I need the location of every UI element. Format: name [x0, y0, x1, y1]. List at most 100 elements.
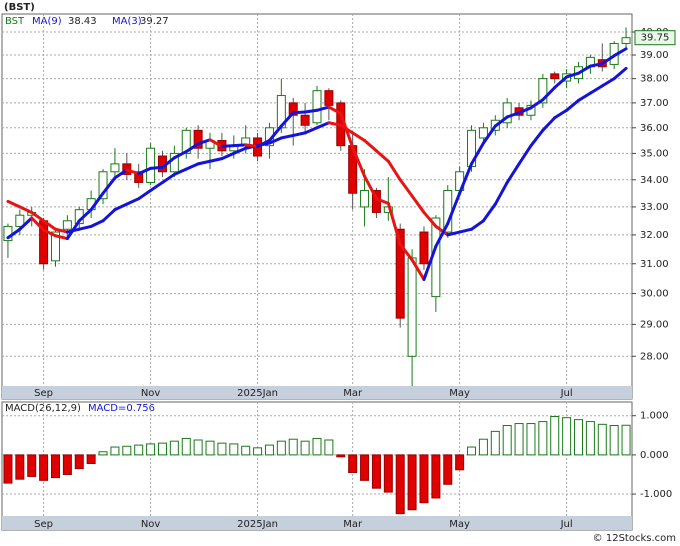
macd-bar [157, 442, 167, 456]
macd-bar [264, 444, 274, 456]
ma-segment [267, 124, 283, 143]
ma-segment [351, 131, 367, 143]
ma-segment [339, 112, 355, 149]
y-tick-label: 30.00 [640, 289, 669, 300]
macd-bar [229, 443, 239, 456]
x-tick-label: Mar [343, 388, 363, 399]
candle-body [538, 78, 548, 104]
macd-bar [336, 454, 346, 458]
ma-segment [363, 139, 378, 153]
ma-segment [6, 227, 22, 240]
ma-segment [77, 208, 93, 223]
price-date-band [2, 386, 632, 399]
ma-segment [232, 143, 248, 148]
legend-symbol: BST [5, 16, 25, 27]
ma-segment [577, 91, 592, 102]
candle-body [502, 102, 512, 124]
ma-segment [422, 244, 438, 281]
candle-body [62, 220, 72, 230]
ma-segment [565, 71, 581, 79]
candle-body [395, 228, 405, 319]
candle-body [134, 171, 144, 183]
legend-ma9-value: 38.43 [68, 16, 97, 27]
ma-segment [517, 144, 533, 166]
ma-segment [303, 108, 319, 114]
ma-segment [30, 216, 46, 232]
ma-segment [458, 162, 474, 195]
macd-bar [241, 445, 251, 456]
x-tick-label: Sep [34, 519, 53, 530]
ma-segment [470, 219, 485, 231]
ma-segment [18, 216, 34, 231]
x-tick-label: 2025Jan [237, 519, 278, 530]
macd-bar [181, 437, 191, 456]
candle-body [288, 102, 298, 116]
x-tick-label: Jul [560, 519, 573, 530]
ma-segment [244, 143, 260, 148]
ma-segment [363, 174, 378, 201]
ma-segment [184, 142, 200, 154]
ma-segment [529, 128, 545, 148]
ma-segment [6, 199, 22, 209]
macd-bar [550, 415, 560, 456]
y-tick-label: 34.00 [640, 175, 669, 186]
ma-segment [315, 121, 331, 130]
ma-segment [386, 159, 402, 182]
ma-segment [65, 219, 81, 241]
ma-segment [291, 110, 307, 115]
price-tag-label: 39.75 [641, 33, 670, 44]
macd-bar [276, 440, 286, 456]
macd-bar [597, 423, 607, 456]
ma-segment [493, 115, 509, 128]
ma-segment [386, 201, 402, 246]
ma-segment [196, 159, 212, 166]
ma-segment [517, 106, 533, 115]
ma-segment [434, 222, 450, 248]
y-tick-label: 35.00 [640, 148, 669, 159]
y-tick-label: 33.00 [640, 202, 669, 213]
ma-segment [137, 166, 153, 176]
macd-bar [348, 454, 358, 474]
ma-segment [398, 178, 414, 198]
ma-segment [541, 116, 557, 132]
macd-bar [514, 423, 524, 456]
candle-body [621, 37, 631, 44]
y-tick-label: 39.00 [640, 50, 669, 61]
x-tick-label: Nov [141, 388, 161, 399]
ma-segment [149, 180, 164, 193]
macd-bar [609, 425, 619, 456]
y-tick-label: 31.00 [640, 259, 669, 270]
macd-bar [110, 446, 120, 456]
ma-segment [101, 176, 117, 195]
ma-segment [458, 227, 474, 234]
macd-bar [134, 444, 144, 456]
x-tick-label: Mar [343, 519, 363, 530]
ma-segment [125, 197, 141, 206]
price-tag [634, 30, 676, 46]
macd-bar [455, 454, 465, 471]
y-tick-label: 0.000 [640, 450, 669, 461]
ma-segment [256, 139, 271, 148]
macd-bar [193, 439, 203, 456]
ma-segment [279, 111, 295, 128]
ma-segment [541, 86, 557, 102]
ma-segment [220, 144, 236, 148]
ma-segment [160, 156, 176, 169]
ma-segment [208, 138, 224, 148]
candle-body [324, 90, 334, 106]
chart-title: (BST) [4, 2, 35, 13]
y-tick-label: 38.00 [640, 74, 669, 85]
ma-segment [42, 228, 57, 238]
macd-bar [3, 454, 13, 484]
macd-bar [407, 454, 417, 511]
macd-bar [146, 443, 156, 456]
ma-segment [303, 126, 319, 135]
ma-segment [434, 224, 450, 237]
candle-body [15, 214, 25, 227]
ma-segment [125, 168, 141, 176]
ma-segment [53, 234, 69, 241]
y-tick-label: 28.00 [640, 351, 669, 362]
ma-segment [577, 64, 592, 75]
